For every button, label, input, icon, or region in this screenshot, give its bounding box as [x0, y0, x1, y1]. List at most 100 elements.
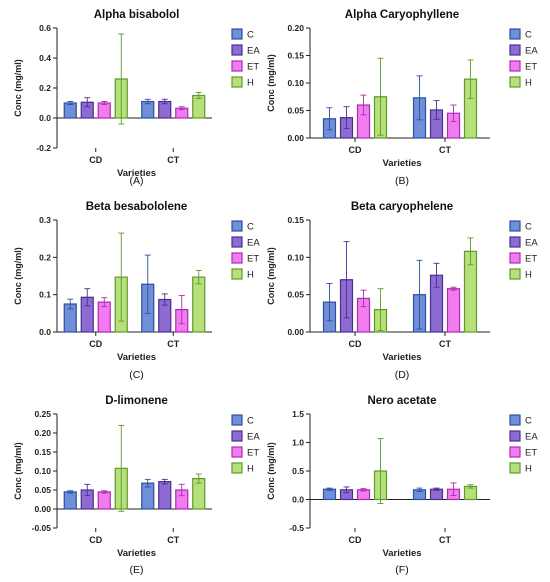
chart-panel-e: D-limonene -0.05 0.00 0.05 0.10 0.15 0.20 0.25 C…: [13, 395, 260, 576]
chart-panel-f: Nero acetate -0.5 0.0 0.5 1.0 1.5 Conc (mg/ml)…: [266, 395, 538, 576]
x-axis-label: Varieties: [117, 352, 156, 363]
y-tick-label: -0.2: [36, 143, 51, 153]
y-tick-label: 0.10: [287, 78, 304, 88]
y-tick-label: 0.15: [34, 447, 51, 457]
panel-caption: (E): [130, 564, 144, 576]
legend-swatch-H: [231, 462, 243, 474]
legend-label: ET: [247, 62, 259, 73]
y-tick-label: 0.0: [292, 495, 304, 505]
legend-label: ET: [525, 254, 537, 265]
y-tick-label: 0.20: [287, 23, 304, 33]
legend-swatch-ET: [509, 60, 521, 72]
legend-label: C: [525, 30, 532, 41]
legend-swatch-C: [231, 414, 243, 426]
legend-swatch-H: [509, 268, 521, 280]
y-tick-label: 0.2: [39, 83, 51, 93]
legend-swatch-ET: [231, 252, 243, 264]
legend-swatch-C: [509, 414, 521, 426]
x-tick-label: CD: [349, 339, 362, 349]
legend-swatch-ET: [231, 446, 243, 458]
legend-label: ET: [525, 62, 537, 73]
legend-label: C: [247, 222, 254, 233]
x-tick-label: CT: [439, 145, 451, 155]
bar-ET-CT: [446, 288, 461, 333]
legend-swatch-H: [509, 462, 521, 474]
x-tick-label: CD: [89, 535, 102, 545]
legend-label: EA: [525, 238, 538, 249]
legend-swatch-C: [509, 220, 521, 232]
y-tick-label: 0.00: [287, 133, 304, 143]
legend-swatch-EA: [231, 44, 243, 56]
y-tick-label: 1.0: [292, 438, 304, 448]
y-tick-label: 0.15: [287, 215, 304, 225]
x-tick-label: CD: [89, 155, 102, 165]
legend-label: EA: [525, 432, 538, 443]
chart-panel-d: Beta caryophelene 0.00 0.05 0.10 0.15 Conc (m…: [266, 201, 538, 381]
legend-label: ET: [525, 448, 537, 459]
chart-title: Beta caryophelene: [351, 201, 453, 213]
chart-title: Beta besabololene: [86, 201, 188, 213]
legend-label: C: [247, 30, 254, 41]
x-tick-label: CT: [439, 535, 451, 545]
x-tick-label: CT: [167, 155, 179, 165]
chart-title: Alpha Caryophyllene: [345, 9, 459, 21]
legend-label: H: [525, 78, 532, 89]
chart-title: Nero acetate: [367, 395, 436, 407]
legend-label: H: [247, 270, 254, 281]
x-axis-label: Varieties: [382, 548, 421, 559]
y-tick-label: 0.0: [39, 327, 51, 337]
y-tick-label: 1.5: [292, 409, 304, 419]
legend-swatch-EA: [509, 44, 521, 56]
y-tick-label: 0.10: [34, 466, 51, 476]
y-tick-label: 0.6: [39, 23, 51, 33]
legend-swatch-C: [509, 28, 521, 40]
legend-swatch-H: [509, 76, 521, 88]
y-axis-label: Conc (mg/ml): [13, 442, 23, 500]
x-axis-label: Varieties: [117, 548, 156, 559]
x-tick-label: CD: [349, 535, 362, 545]
y-tick-label: 0.1: [39, 290, 51, 300]
x-tick-label: CT: [167, 339, 179, 349]
y-axis-label: Conc (mg/ml): [13, 247, 23, 305]
y-tick-label: 0.25: [34, 409, 51, 419]
y-tick-label: -0.5: [289, 523, 304, 533]
legend-swatch-H: [231, 268, 243, 280]
y-tick-label: 0.5: [292, 466, 304, 476]
legend-label: EA: [247, 46, 260, 57]
legend-swatch-EA: [231, 430, 243, 442]
panel-caption: (C): [129, 369, 144, 381]
y-tick-label: 0.05: [34, 485, 51, 495]
y-tick-label: -0.05: [32, 523, 52, 533]
x-axis-label: Varieties: [382, 352, 421, 363]
panel-caption: (A): [130, 175, 144, 187]
legend-label: C: [247, 416, 254, 427]
chart-panel-a: Alpha bisabolol -0.2 0.0 0.2 0.4 0.6 Conc (mg/…: [13, 9, 260, 187]
y-tick-label: 0.20: [34, 428, 51, 438]
legend-label: H: [525, 270, 532, 281]
legend-label: C: [525, 416, 532, 427]
y-tick-label: 0.3: [39, 215, 51, 225]
bar-EA-CT: [158, 481, 172, 510]
legend-label: H: [247, 464, 254, 475]
legend-swatch-ET: [231, 60, 243, 72]
legend-label: EA: [247, 238, 260, 249]
bar-ET-CD: [97, 102, 111, 119]
y-tick-label: 0.00: [34, 504, 51, 514]
bar-C-CD: [63, 102, 77, 119]
legend-swatch-EA: [509, 236, 521, 248]
legend-label: H: [525, 464, 532, 475]
chart-panel-b: Alpha Caryophyllene 0.00 0.05 0.10 0.15 0.20 C…: [266, 9, 538, 187]
x-axis-label: Varieties: [382, 158, 421, 169]
y-tick-label: 0.0: [39, 113, 51, 123]
chart-title: Alpha bisabolol: [94, 9, 180, 21]
legend-swatch-EA: [231, 236, 243, 248]
y-tick-label: 0.05: [287, 290, 304, 300]
legend-label: H: [247, 78, 254, 89]
legend-label: EA: [525, 46, 538, 57]
y-tick-label: 0.00: [287, 327, 304, 337]
legend-swatch-H: [231, 76, 243, 88]
legend-swatch-C: [231, 28, 243, 40]
panel-caption: (D): [395, 369, 410, 381]
panel-caption: (B): [395, 175, 409, 187]
